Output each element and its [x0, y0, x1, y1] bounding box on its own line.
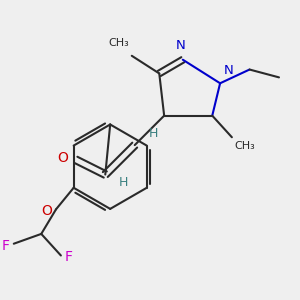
Text: O: O — [41, 204, 52, 218]
Text: F: F — [2, 239, 10, 253]
Text: H: H — [148, 127, 158, 140]
Text: H: H — [119, 176, 128, 189]
Text: CH₃: CH₃ — [235, 141, 256, 151]
Text: N: N — [176, 39, 186, 52]
Text: F: F — [65, 250, 73, 265]
Text: CH₃: CH₃ — [108, 38, 129, 48]
Text: O: O — [57, 151, 68, 165]
Text: N: N — [224, 64, 234, 77]
